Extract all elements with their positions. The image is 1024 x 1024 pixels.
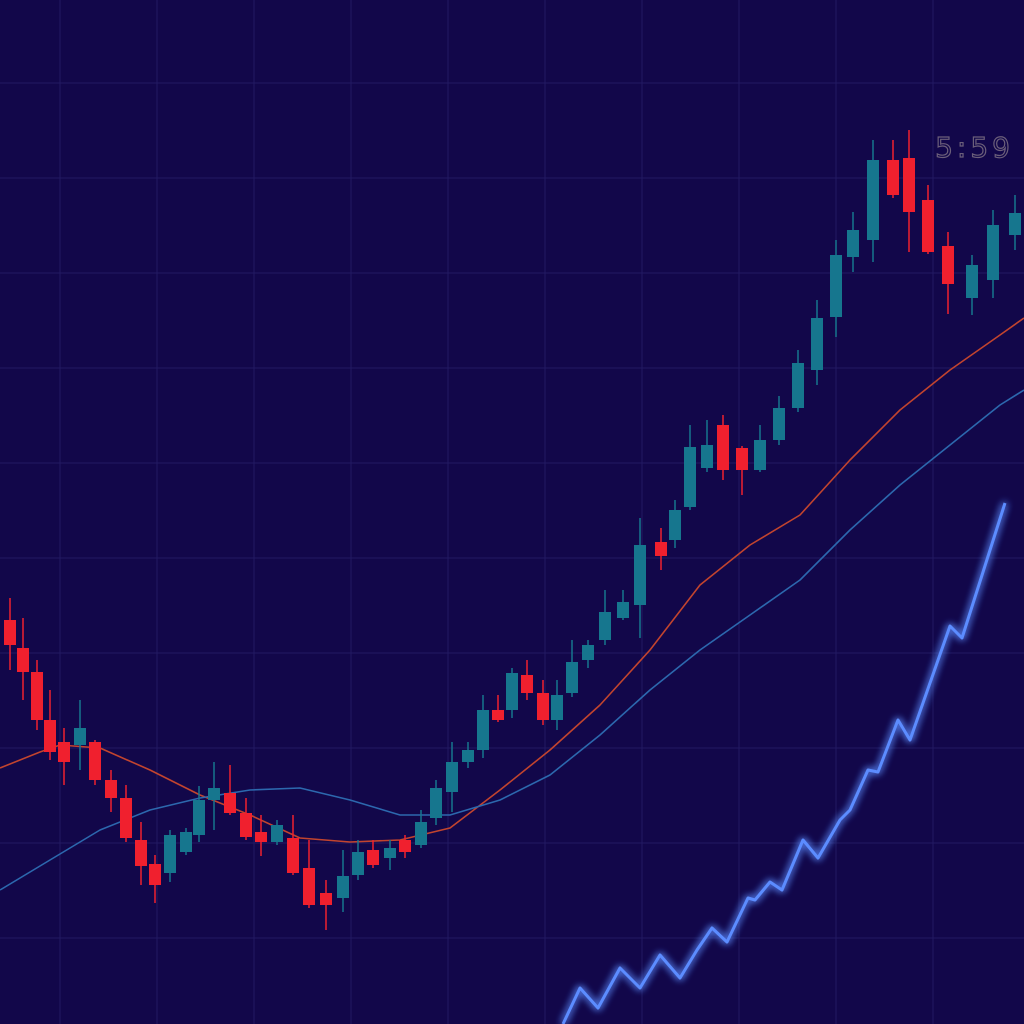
candle-body xyxy=(462,750,474,762)
candle-body xyxy=(74,728,86,745)
candle-body xyxy=(521,675,533,693)
candle-body xyxy=(922,200,934,252)
moving-average-line xyxy=(0,389,1024,891)
candle-body xyxy=(415,822,427,845)
candle-body xyxy=(582,645,594,660)
candle-body xyxy=(492,710,504,720)
candle-body xyxy=(303,868,315,905)
candle-body xyxy=(1009,213,1021,235)
candle-body xyxy=(773,408,785,440)
candle-body xyxy=(164,835,176,873)
candle-body xyxy=(135,840,147,866)
candle-body xyxy=(352,852,364,875)
candle-body xyxy=(754,440,766,470)
candle-body xyxy=(149,864,161,885)
candle-body xyxy=(120,798,132,838)
candle-body xyxy=(446,762,458,792)
candle-body xyxy=(537,693,549,720)
candle-body xyxy=(655,542,667,556)
candle-body xyxy=(477,710,489,750)
candle-body xyxy=(224,793,236,813)
candle-body xyxy=(287,838,299,873)
candle-body xyxy=(792,363,804,408)
candle-body xyxy=(506,673,518,710)
candle-body xyxy=(271,825,283,842)
candle-body xyxy=(193,800,205,835)
candle-body xyxy=(255,832,267,842)
annotation: 5:59 xyxy=(935,131,1014,164)
candle-body xyxy=(320,893,332,905)
candle-body xyxy=(430,788,442,818)
candle-body xyxy=(830,255,842,317)
candle-body xyxy=(384,848,396,858)
candle-body xyxy=(847,230,859,257)
candle-body xyxy=(337,876,349,898)
candle-body xyxy=(4,620,16,645)
candle-body xyxy=(617,602,629,618)
candle-body xyxy=(966,265,978,298)
candle-body xyxy=(566,662,578,693)
candle-body xyxy=(58,742,70,762)
candle-body xyxy=(105,780,117,798)
candle-body xyxy=(399,840,411,852)
candle-body xyxy=(701,445,713,468)
candle-body xyxy=(736,448,748,470)
candle-body xyxy=(684,447,696,507)
candle-body xyxy=(987,225,999,280)
candle-body xyxy=(31,672,43,720)
candle-body xyxy=(669,510,681,540)
candle-body xyxy=(717,425,729,470)
candle-body xyxy=(89,742,101,780)
candle-body xyxy=(942,246,954,284)
candle-body xyxy=(551,695,563,720)
candle-body xyxy=(44,720,56,752)
glow-line xyxy=(561,502,1007,1024)
candle-body xyxy=(634,545,646,605)
candle-body xyxy=(180,832,192,852)
candle-body xyxy=(17,648,29,672)
candle-body xyxy=(903,158,915,212)
candle-body xyxy=(208,788,220,800)
plot xyxy=(0,130,1024,1024)
candle-body xyxy=(867,160,879,240)
candle-body xyxy=(887,160,899,195)
candle-body xyxy=(240,813,252,837)
candle-body xyxy=(367,850,379,865)
moving-average-line xyxy=(0,317,1024,843)
candle-body xyxy=(811,318,823,370)
candle-body xyxy=(599,612,611,640)
